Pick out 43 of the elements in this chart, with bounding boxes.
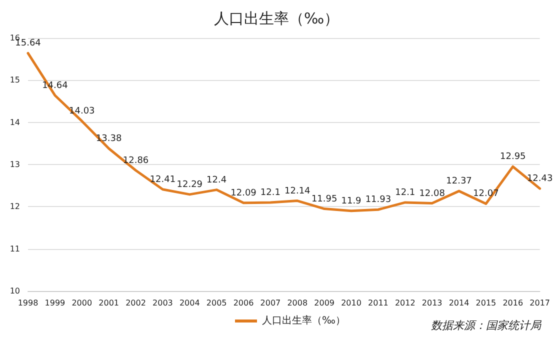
- y-tick-label: 11: [10, 244, 20, 254]
- x-tick-label: 1998: [18, 298, 38, 308]
- data-label: 12.4: [206, 175, 227, 186]
- x-tick-label: 2007: [260, 298, 281, 308]
- x-tick-label: 2010: [341, 298, 362, 308]
- data-label: 12.43: [526, 174, 553, 184]
- data-label: 11.9: [341, 196, 362, 206]
- y-tick-label: 14: [10, 118, 20, 127]
- legend-label: 人口出生率（‰）: [262, 314, 346, 326]
- data-label: 12.41: [150, 174, 176, 185]
- data-label: 12.14: [284, 186, 311, 196]
- x-tick-label: 2002: [126, 298, 146, 308]
- x-tick-label: 2015: [476, 298, 496, 308]
- data-label: 12.95: [500, 152, 526, 162]
- y-tick-label: 13: [10, 160, 20, 169]
- x-tick-label: 2011: [368, 298, 388, 308]
- x-tick-label: 2000: [72, 298, 92, 308]
- x-tick-label: 2013: [422, 298, 442, 308]
- data-label: 12.29: [176, 180, 203, 190]
- y-tick-label: 12: [10, 202, 20, 212]
- x-tick-label: 2004: [179, 298, 200, 308]
- x-tick-label: 2009: [314, 298, 334, 308]
- x-tick-label: 2003: [152, 298, 173, 308]
- x-tick-label: 2017: [530, 298, 550, 308]
- data-label: 11.93: [365, 195, 392, 206]
- x-tick-label: 1999: [44, 298, 66, 308]
- data-label: 11.95: [311, 194, 338, 204]
- source-note: 数据来源：国家统计局: [431, 319, 542, 332]
- data-label: 12.08: [419, 188, 446, 199]
- x-tick-label: 2005: [206, 298, 227, 308]
- x-tick-label: 2001: [98, 298, 119, 308]
- y-tick-label: 10: [10, 286, 20, 296]
- data-label: 12.37: [446, 176, 472, 187]
- x-tick-label: 2006: [233, 298, 254, 308]
- data-label: 12.1: [260, 188, 280, 198]
- chart-title: 人口出生率（‰）: [214, 10, 340, 28]
- data-label: 12.1: [395, 188, 416, 198]
- y-tick-label: 15: [10, 76, 20, 85]
- x-tick-label: 2008: [287, 298, 308, 308]
- x-tick-label: 2016: [502, 298, 524, 308]
- data-label: 12.09: [230, 188, 257, 198]
- x-tick-label: 2012: [394, 298, 416, 308]
- x-tick-label: 2014: [448, 298, 470, 308]
